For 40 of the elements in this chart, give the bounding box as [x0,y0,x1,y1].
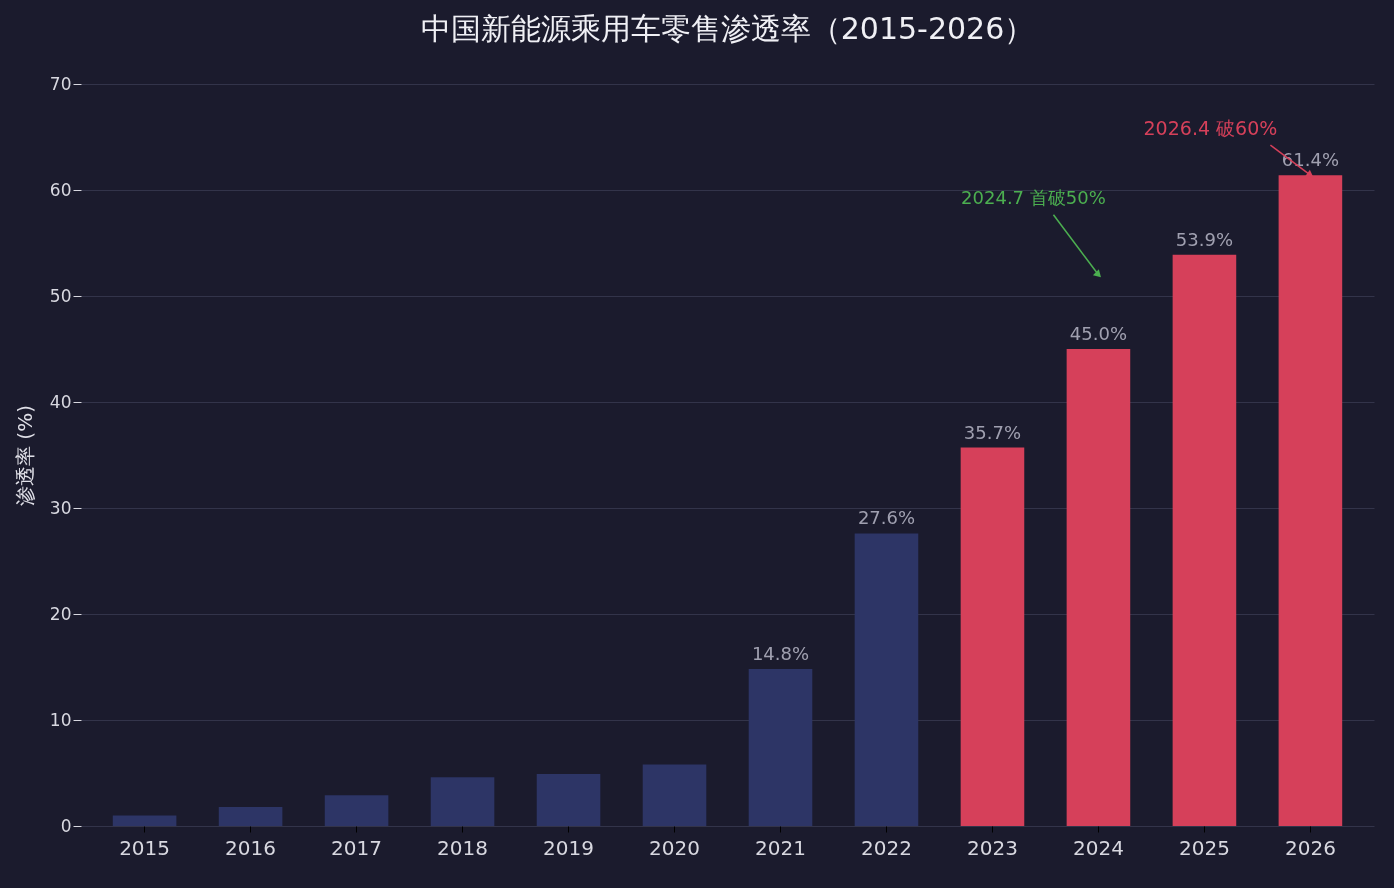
annotation: 2024.7 首破50% [961,186,1106,208]
x-tick-label: 2026 [1284,835,1336,860]
bar [430,777,495,826]
bar [748,669,813,826]
x-tick-label: 2023 [967,835,1018,860]
bar [1066,349,1131,826]
x-tick-label: 2022 [861,835,912,860]
x-tick-label: 2020 [649,835,700,860]
y-tick-label: 20 [49,603,72,624]
x-tick-label: 2018 [437,835,488,860]
data-label: 27.6% [857,507,916,529]
data-label: 35.7% [963,421,1022,443]
y-tick-label: 40 [49,391,72,412]
x-tick-label: 2019 [543,835,594,860]
data-label: 45.0% [1069,323,1128,344]
bar [854,533,919,826]
y-tick-label: 30 [49,497,72,518]
bar [1172,254,1237,826]
data-label: 53.9% [1175,228,1234,250]
data-label: 14.8% [751,643,810,665]
annotation: 2026.4 破60% [1143,117,1278,140]
chart-title: 中国新能源乘用车零售渗透率（2015-2026） [420,11,1035,46]
y-tick-label: 10 [49,709,72,730]
x-tick-label: 2025 [1178,835,1230,860]
x-tick-label: 2021 [755,835,806,860]
bar [218,806,283,826]
bar [536,774,601,826]
x-tick-label: 2015 [119,835,171,860]
bar [324,795,389,826]
y-tick-label: 50 [49,285,72,306]
bar [642,764,707,826]
y-tick-label: 0 [60,815,72,836]
x-tick-label: 2017 [331,835,383,860]
x-tick-label: 2016 [225,835,277,860]
x-tick-label: 2024 [1072,835,1124,860]
y-tick-label: 60 [49,179,72,200]
bar [960,447,1025,826]
y-tick-label: 70 [49,73,72,94]
bar [112,815,177,826]
y-axis-title: 渗透率 (%) [12,405,37,506]
